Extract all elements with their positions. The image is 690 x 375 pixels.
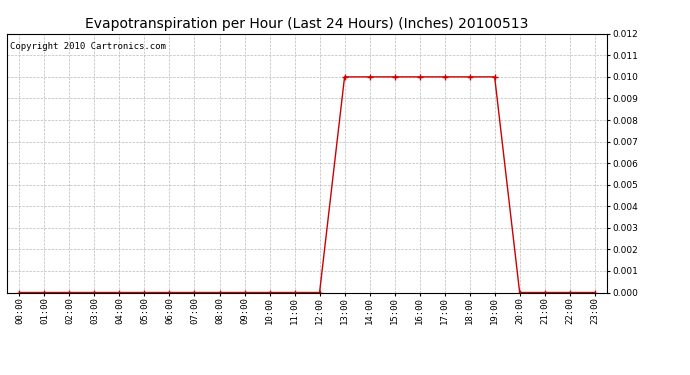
Text: Copyright 2010 Cartronics.com: Copyright 2010 Cartronics.com — [10, 42, 166, 51]
Title: Evapotranspiration per Hour (Last 24 Hours) (Inches) 20100513: Evapotranspiration per Hour (Last 24 Hou… — [86, 17, 529, 31]
